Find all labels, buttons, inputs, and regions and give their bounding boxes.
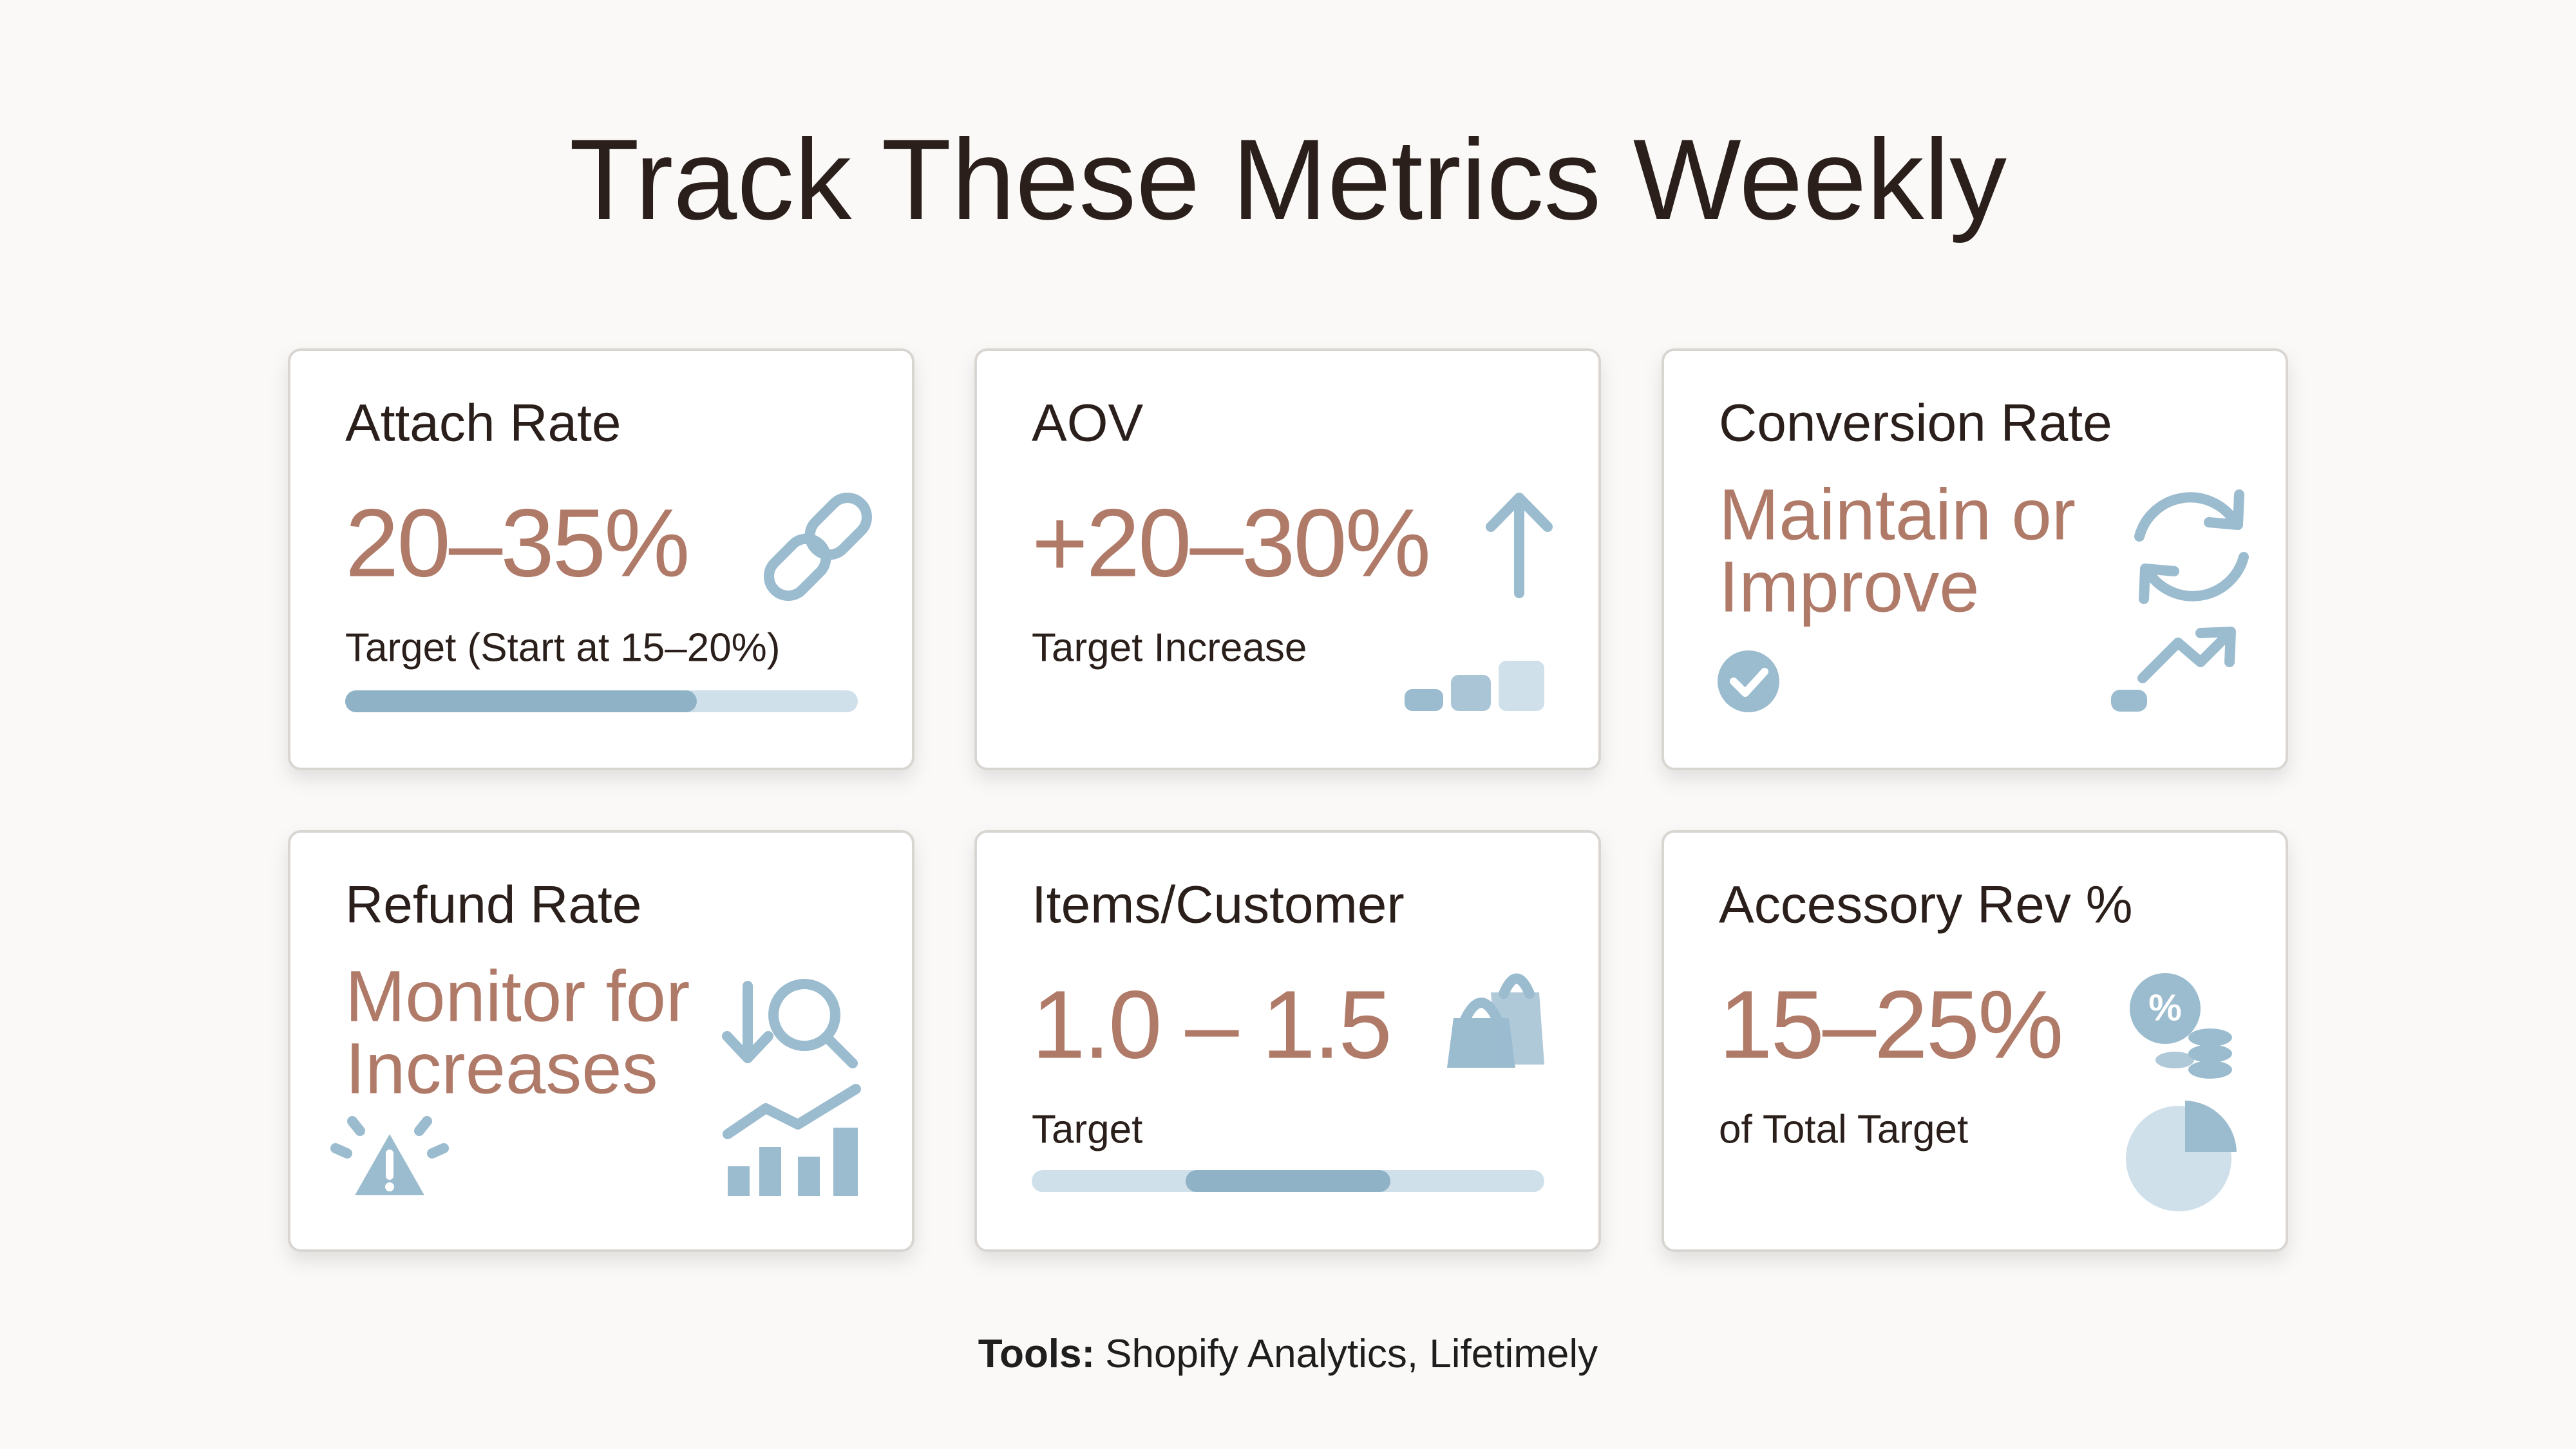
icon-glyph: % bbox=[2148, 987, 2182, 1028]
card-label: Accessory Rev % bbox=[1719, 876, 2133, 934]
title: Track These Metrics Weekly bbox=[569, 115, 2007, 243]
card-note: Target Increase bbox=[1032, 625, 1307, 670]
icons-refund bbox=[330, 979, 861, 1196]
card-label: Items/Customer bbox=[1032, 876, 1405, 934]
card-value: Improve bbox=[1719, 547, 1980, 627]
footer-label: Tools: bbox=[978, 1332, 1095, 1376]
icons-conversion bbox=[1718, 489, 2249, 712]
icons-aov bbox=[1405, 493, 1553, 711]
card-note: of Total Target bbox=[1719, 1107, 1968, 1151]
icons-items bbox=[1032, 973, 1544, 1192]
card-label: AOV bbox=[1032, 394, 1143, 453]
icons-accessory: % bbox=[2126, 973, 2237, 1211]
card-label: Conversion Rate bbox=[1719, 394, 2112, 453]
card-value: 1.0 – 1.5 bbox=[1032, 971, 1390, 1079]
card-value: 20–35% bbox=[345, 489, 688, 597]
footer: Tools: Shopify Analytics, Lifetimely bbox=[978, 1332, 1598, 1376]
icons-attach bbox=[345, 493, 872, 712]
card-note: Target (Start at 15–20%) bbox=[345, 625, 780, 670]
card bbox=[974, 830, 1601, 1252]
card-label: Attach Rate bbox=[345, 394, 621, 453]
card-value: 15–25% bbox=[1719, 971, 2062, 1079]
card-value: Increases bbox=[345, 1028, 658, 1109]
card bbox=[288, 348, 914, 770]
card bbox=[974, 348, 1601, 770]
footer-text: Shopify Analytics, Lifetimely bbox=[1105, 1332, 1598, 1376]
card-note: Target bbox=[1032, 1107, 1142, 1151]
card-value: +20–30% bbox=[1032, 489, 1429, 597]
card-value: Monitor for bbox=[345, 956, 690, 1037]
card bbox=[1662, 348, 2288, 770]
card-label: Refund Rate bbox=[345, 876, 641, 934]
card-value: Maintain or bbox=[1719, 475, 2076, 555]
